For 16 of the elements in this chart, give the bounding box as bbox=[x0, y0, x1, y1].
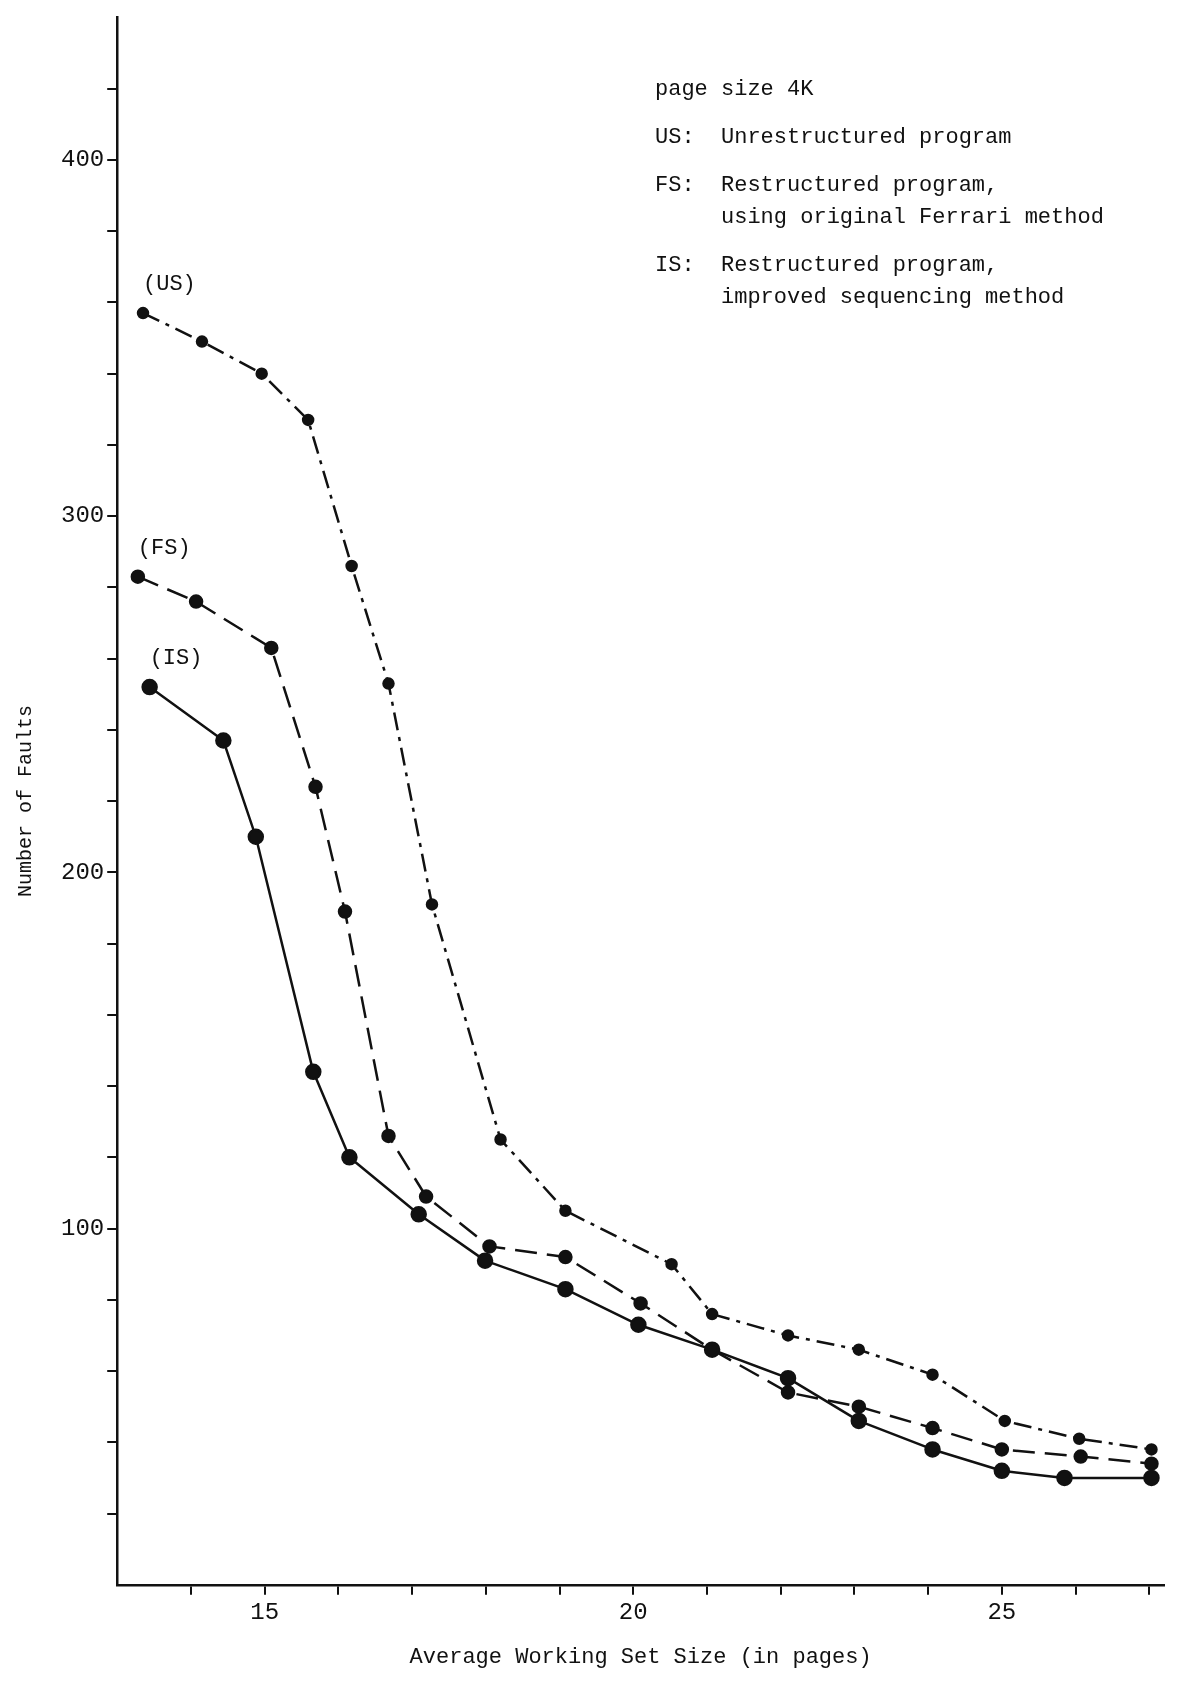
y-tick-label: 200 bbox=[60, 858, 105, 886]
y-axis-title: Number of Faults bbox=[14, 705, 38, 898]
x-axis-title: Average Working Set Size (in pages) bbox=[409, 1644, 872, 1670]
y-tick-label: 300 bbox=[60, 502, 105, 530]
annotation: page size 4K bbox=[655, 76, 815, 102]
annotation: FS: Restructured program, using original Ferrari method bbox=[655, 172, 1104, 230]
x-tick-label: 20 bbox=[618, 1598, 648, 1626]
series-label: (US) bbox=[143, 271, 196, 297]
series-label: (FS) bbox=[137, 535, 191, 561]
y-tick-label: 100 bbox=[60, 1214, 105, 1242]
x-tick-label: 15 bbox=[250, 1598, 280, 1626]
series-label: (IS) bbox=[149, 645, 203, 671]
annotation: IS: Restructured program, improved sequencing method bbox=[655, 252, 1065, 310]
y-tick-label: 400 bbox=[60, 146, 105, 174]
annotation: US: Unrestructured program bbox=[655, 124, 1012, 150]
x-tick-label: 25 bbox=[987, 1598, 1017, 1626]
